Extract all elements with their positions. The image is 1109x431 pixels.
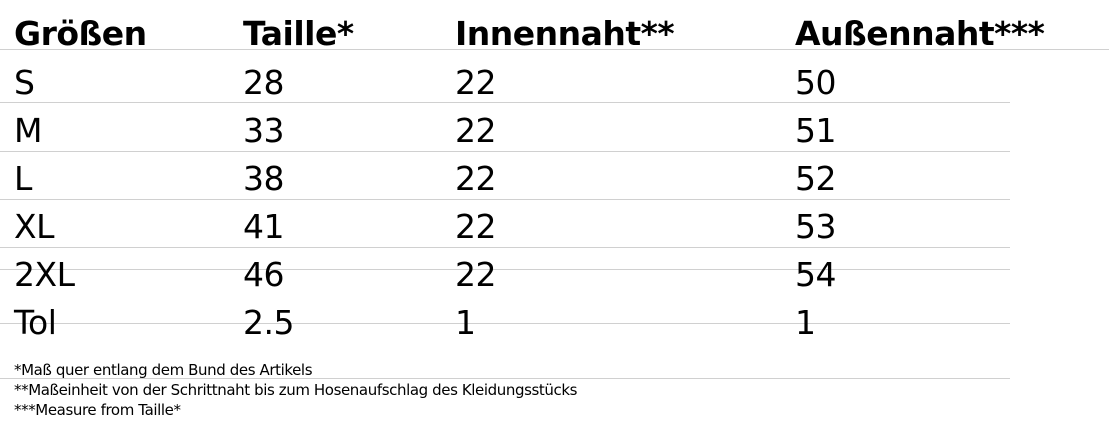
table-cell: 51: [795, 111, 837, 150]
divider: [0, 102, 1010, 103]
table-cell: 41: [243, 207, 285, 246]
divider: [0, 378, 1010, 379]
table-cell: L: [14, 159, 32, 198]
table-cell: XL: [14, 207, 55, 246]
table-cell: 28: [243, 63, 285, 102]
table-cell: 33: [243, 111, 285, 150]
divider: [0, 49, 1109, 50]
table-cell: 1: [455, 303, 476, 342]
table-cell: 22: [455, 159, 497, 198]
footnote: ***Measure from Taille*: [14, 401, 181, 419]
table-cell: 22: [455, 111, 497, 150]
table-cell: S: [14, 63, 35, 102]
footnote: **Maßeinheit von der Schrittnaht bis zum…: [14, 381, 578, 399]
table-cell: 54: [795, 255, 837, 294]
divider: [0, 199, 1010, 200]
divider: [0, 323, 1010, 324]
table-cell: 2.5: [243, 303, 294, 342]
column-header: Taille*: [243, 14, 354, 53]
column-header: Größen: [14, 14, 147, 53]
divider: [0, 269, 1010, 270]
table-cell: Tol: [14, 303, 57, 342]
column-header: Innennaht**: [455, 14, 675, 53]
footnote: *Maß quer entlang dem Bund des Artikels: [14, 361, 313, 379]
divider: [0, 151, 1010, 152]
table-cell: 22: [455, 63, 497, 102]
table-cell: 53: [795, 207, 837, 246]
table-cell: M: [14, 111, 42, 150]
table-cell: 1: [795, 303, 816, 342]
column-header: Außennaht***: [795, 14, 1045, 53]
table-cell: 2XL: [14, 255, 75, 294]
table-cell: 50: [795, 63, 837, 102]
table-cell: 38: [243, 159, 285, 198]
table-cell: 22: [455, 207, 497, 246]
table-cell: 52: [795, 159, 837, 198]
divider: [0, 247, 1010, 248]
table-cell: 22: [455, 255, 497, 294]
table-cell: 46: [243, 255, 285, 294]
